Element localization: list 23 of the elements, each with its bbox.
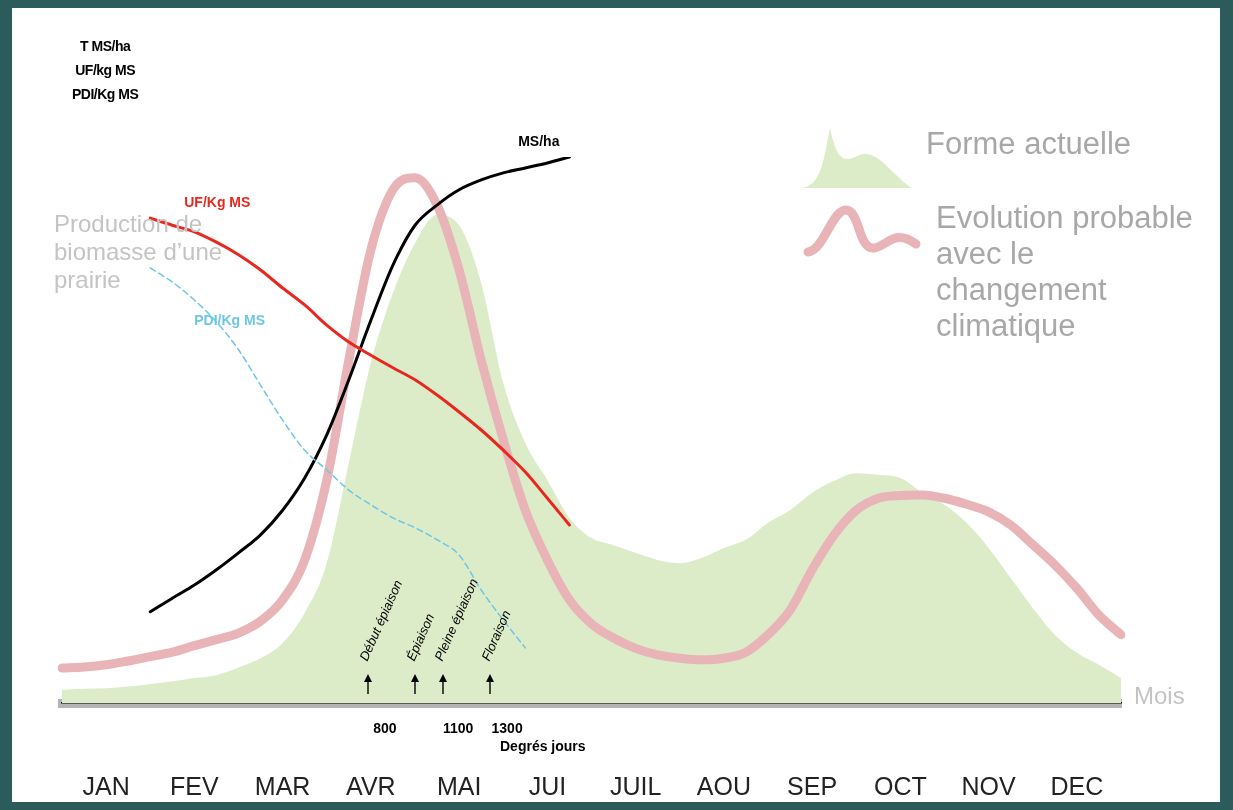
x2-tick-label: 1300 [491, 720, 523, 737]
x-tick-label: JAN [82, 771, 130, 800]
x-tick-label: SEP [787, 771, 838, 800]
x-axis-title: Degrés jours [500, 738, 586, 754]
legend-label: Evolution probable avec le changement climatique [936, 200, 1194, 344]
x-tick-label: FEV [170, 771, 220, 800]
x-tick-label: JUI [528, 771, 567, 800]
x-tick-label: JUIL [609, 771, 662, 800]
x-tick-label: MAI [436, 771, 482, 800]
series-label: PDI/Kg MS [194, 311, 266, 328]
legend-label: Forme actuelle [926, 126, 1132, 162]
x-tick-label: MAR [254, 771, 311, 800]
text: Mois [1134, 682, 1185, 710]
x-tick-label: OCT [873, 771, 927, 800]
series-label: UF/Kg MS [184, 194, 251, 211]
x-tick-label: DEC [1050, 771, 1104, 800]
x-tick-label: NOV [961, 771, 1017, 800]
x-tick-label: AVR [346, 771, 396, 800]
x-tick-label: AOU [696, 771, 751, 800]
y-axis-title: T MS/ha UF/kg MS PDI/Kg MS [72, 37, 139, 104]
series-label: MS/ha [518, 132, 560, 149]
x2-tick-label: 1100 [443, 720, 474, 737]
x2-tick-label: 800 [373, 720, 397, 737]
